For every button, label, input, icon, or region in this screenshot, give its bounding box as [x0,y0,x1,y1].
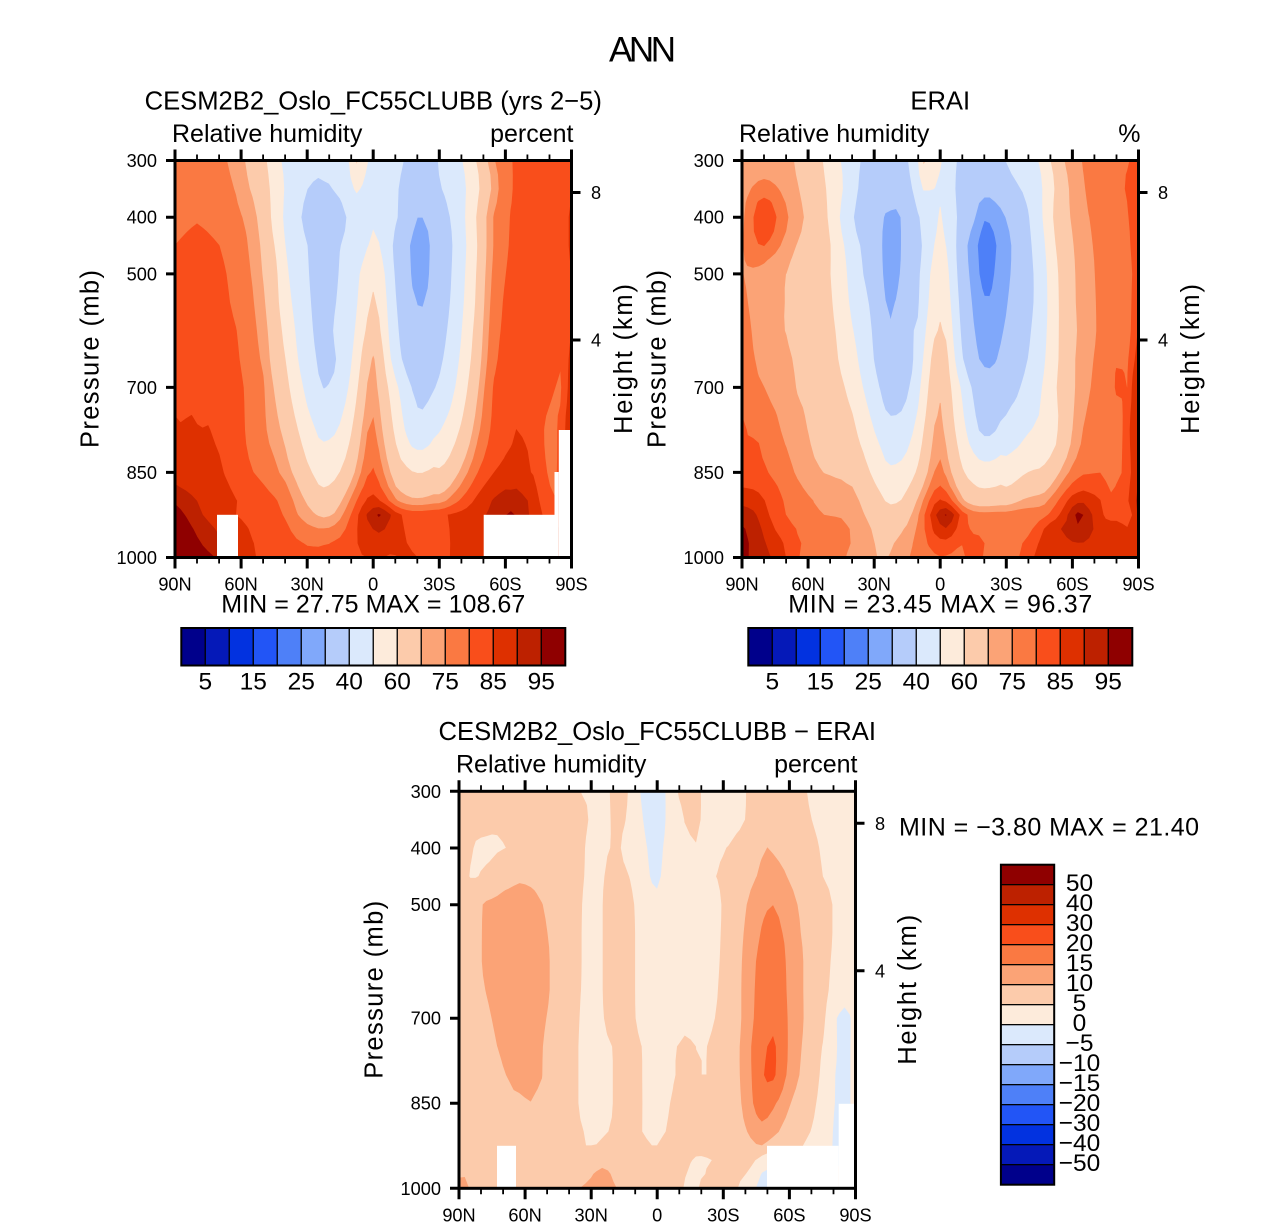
svg-text:CESM2B2_Oslo_FC55CLUBB (yrs 2−: CESM2B2_Oslo_FC55CLUBB (yrs 2−5) [145,87,602,115]
svg-text:95: 95 [528,669,555,696]
svg-text:700: 700 [694,378,724,398]
svg-text:−5: −5 [1066,1030,1094,1057]
svg-text:90N: 90N [442,1205,475,1225]
svg-text:850: 850 [411,1094,441,1114]
svg-text:20: 20 [1066,930,1093,957]
svg-text:300: 300 [411,782,441,802]
svg-text:Relative humidity: Relative humidity [739,120,930,148]
svg-text:−50: −50 [1059,1150,1101,1177]
svg-text:850: 850 [694,463,724,483]
svg-text:%: % [1118,120,1140,148]
svg-text:1000: 1000 [117,548,157,568]
svg-text:50: 50 [1066,870,1093,897]
svg-text:60S: 60S [1056,575,1088,595]
svg-text:8: 8 [591,183,601,203]
svg-text:75: 75 [999,669,1026,696]
svg-text:MIN = 27.75 MAX = 108.6: MIN = 27.75 MAX = 108.67 [221,591,525,619]
svg-text:1000: 1000 [401,1179,441,1199]
svg-text:4: 4 [1158,331,1168,351]
svg-text:Height (km): Height (km) [894,915,922,1065]
svg-text:500: 500 [694,264,724,284]
svg-text:300: 300 [694,151,724,171]
svg-text:700: 700 [411,1009,441,1029]
svg-text:40: 40 [903,669,930,696]
svg-text:25: 25 [288,669,315,696]
svg-text:Relative humidity: Relative humidity [172,120,363,148]
svg-text:−40: −40 [1059,1130,1101,1157]
svg-text:8: 8 [875,814,885,834]
svg-text:700: 700 [127,378,157,398]
svg-text:5: 5 [765,669,779,696]
svg-text:500: 500 [127,264,157,284]
svg-text:ERAI: ERAI [910,87,970,115]
svg-text:CESM2B2_Oslo_FC55CLUBB − ERAI: CESM2B2_Oslo_FC55CLUBB − ERAI [439,718,876,746]
svg-text:60: 60 [384,669,411,696]
svg-text:95: 95 [1095,669,1122,696]
svg-text:60: 60 [951,669,978,696]
svg-text:0: 0 [652,1205,662,1225]
svg-text:30S: 30S [423,575,455,595]
svg-text:10: 10 [1066,970,1093,997]
svg-text:90N: 90N [725,575,758,595]
svg-text:300: 300 [127,151,157,171]
svg-text:40: 40 [336,669,363,696]
svg-text:percent: percent [490,120,573,148]
svg-text:percent: percent [774,751,857,779]
svg-text:25: 25 [855,669,882,696]
svg-text:−20: −20 [1059,1090,1101,1117]
svg-text:30S: 30S [990,575,1022,595]
svg-text:−30: −30 [1059,1110,1101,1137]
svg-text:Height (km): Height (km) [1177,284,1205,434]
svg-text:60S: 60S [773,1205,805,1225]
svg-text:0: 0 [368,575,378,595]
svg-text:90S: 90S [839,1205,871,1225]
svg-text:90N: 90N [158,575,191,595]
svg-text:90S: 90S [555,575,587,595]
svg-text:8: 8 [1158,183,1168,203]
svg-text:4: 4 [591,331,601,351]
svg-text:400: 400 [694,208,724,228]
svg-text:1000: 1000 [684,548,724,568]
svg-text:0: 0 [935,575,945,595]
svg-text:Pressure (mb): Pressure (mb) [644,270,672,448]
svg-text:0: 0 [1073,1010,1087,1037]
svg-text:Pressure (mb): Pressure (mb) [361,901,389,1079]
svg-text:MIN = −3.80 MAX = 21.40: MIN = −3.80 MAX = 21.40 [899,814,1199,842]
svg-text:60S: 60S [489,575,521,595]
svg-text:400: 400 [127,208,157,228]
svg-text:15: 15 [1066,950,1093,977]
svg-text:400: 400 [411,839,441,859]
svg-text:4: 4 [875,961,885,981]
svg-text:ANN: ANN [609,30,676,69]
svg-text:−10: −10 [1059,1050,1101,1077]
svg-text:75: 75 [432,669,459,696]
svg-text:500: 500 [411,895,441,915]
svg-text:85: 85 [1047,669,1074,696]
svg-text:5: 5 [198,669,212,696]
svg-text:60N: 60N [508,1205,541,1225]
svg-text:30N: 30N [858,575,891,595]
svg-text:850: 850 [127,463,157,483]
svg-text:Pressure (mb): Pressure (mb) [77,270,105,448]
svg-text:Height (km): Height (km) [610,284,638,434]
svg-text:30: 30 [1066,910,1093,937]
svg-text:30S: 30S [707,1205,739,1225]
svg-text:30N: 30N [575,1205,608,1225]
svg-text:Relative humidity: Relative humidity [456,751,647,779]
svg-text:90S: 90S [1122,575,1154,595]
svg-text:5: 5 [1073,990,1087,1017]
svg-text:60N: 60N [791,575,824,595]
svg-text:15: 15 [240,669,267,696]
svg-text:40: 40 [1066,890,1093,917]
svg-text:30N: 30N [291,575,324,595]
svg-text:MIN = 23.45 MAX = 96.3: MIN = 23.45 MAX = 96.37 [788,591,1092,619]
svg-text:85: 85 [480,669,507,696]
svg-text:15: 15 [807,669,834,696]
svg-text:60N: 60N [224,575,257,595]
svg-text:−15: −15 [1059,1070,1101,1097]
